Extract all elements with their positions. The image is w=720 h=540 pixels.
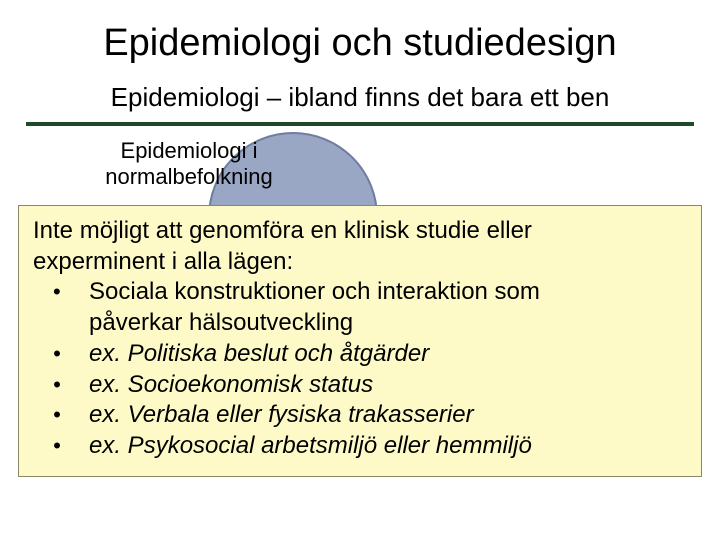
- circle-label: Epidemiologi i normalbefolkning: [64, 138, 314, 190]
- info-box-item-line1: ex. Verbala eller fysiska trakasserier: [89, 401, 474, 428]
- info-box-item: ex. Socioekonomisk status: [33, 370, 687, 401]
- slide-title: Epidemiologi och studiedesign: [0, 22, 720, 65]
- circle-label-line1: Epidemiologi i: [121, 138, 258, 163]
- info-box-item: ex. Politiska beslut och åtgärder: [33, 339, 687, 370]
- info-box-item-line1: ex. Psykosocial arbetsmiljö eller hemmil…: [89, 432, 532, 459]
- intro-line2: experminent i alla lägen:: [33, 248, 293, 275]
- slide: Epidemiologi och studiedesign Epidemiolo…: [0, 0, 720, 540]
- circle-label-line2: normalbefolkning: [105, 164, 273, 189]
- info-box-item-line1: ex. Socioekonomisk status: [89, 371, 373, 398]
- info-box-item: Sociala konstruktioner och interaktion s…: [33, 277, 687, 338]
- intro-line1: Inte möjligt att genomföra en klinisk st…: [33, 217, 532, 244]
- info-box: Inte möjligt att genomföra en klinisk st…: [18, 205, 702, 477]
- slide-subtitle: Epidemiologi – ibland finns det bara ett…: [0, 82, 720, 113]
- info-box-item: ex. Verbala eller fysiska trakasserier: [33, 400, 687, 431]
- info-box-intro: Inte möjligt att genomföra en klinisk st…: [33, 216, 687, 277]
- divider-line: [26, 122, 694, 126]
- info-box-item-line2: påverkar hälsoutveckling: [89, 309, 353, 336]
- info-box-item-line1: Sociala konstruktioner och interaktion s…: [89, 278, 540, 305]
- info-box-item-line1: ex. Politiska beslut och åtgärder: [89, 340, 429, 367]
- info-box-list: Sociala konstruktioner och interaktion s…: [33, 277, 687, 461]
- info-box-item: ex. Psykosocial arbetsmiljö eller hemmil…: [33, 431, 687, 462]
